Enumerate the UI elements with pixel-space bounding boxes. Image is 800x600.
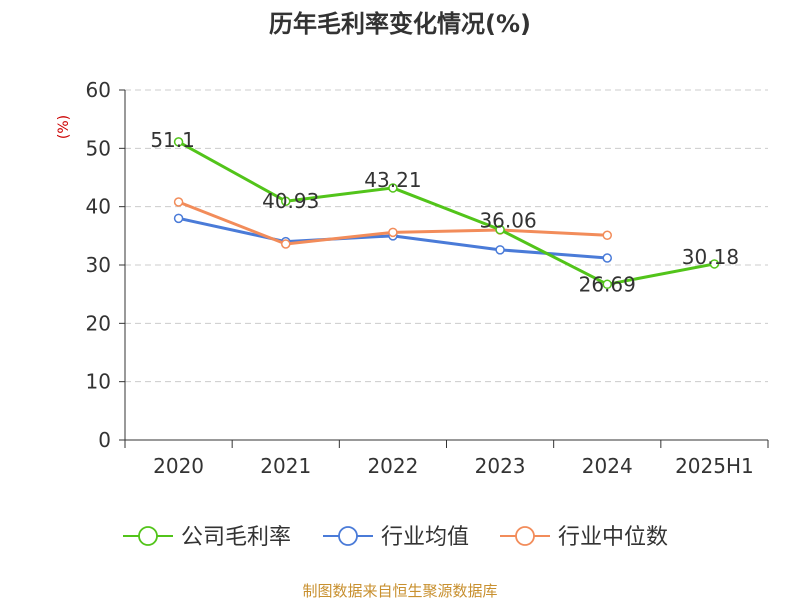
legend-label: 公司毛利率 <box>181 525 291 550</box>
x-tick-label: 2023 <box>475 454 526 478</box>
series-layer <box>173 137 720 290</box>
data-point <box>495 224 505 235</box>
data-point <box>602 253 612 263</box>
data-point <box>602 230 612 240</box>
data-point <box>388 183 398 193</box>
data-point <box>173 197 184 207</box>
y-tick-label: 30 <box>86 253 111 277</box>
legend-marker <box>338 526 358 546</box>
data-label: 43.21 <box>364 168 421 192</box>
y-tick-label: 50 <box>86 136 111 160</box>
data-label: 30.18 <box>682 245 739 269</box>
data-labels: 51.1 40.93 43.21 36.06 26.69 30.18 <box>150 128 739 296</box>
axes: 0 10 20 30 40 50 60 2020 2021 2022 2023 2024 2025H1 <box>86 78 769 478</box>
legend-marker <box>138 526 158 546</box>
y-axis-unit: (%) <box>56 115 72 139</box>
data-point <box>173 137 184 147</box>
chart-title: 历年毛利率变化情况(%) <box>269 10 531 38</box>
x-tick-label: 2020 <box>153 454 204 478</box>
data-point <box>173 213 184 224</box>
legend-marker <box>515 526 535 546</box>
legend: 公司毛利率 行业均值 行业中位数 <box>123 525 668 550</box>
data-label: 36.06 <box>479 209 536 233</box>
y-tick-label: 60 <box>86 78 111 102</box>
data-point <box>388 227 398 238</box>
grid-lines <box>125 89 768 383</box>
data-label: 26.69 <box>579 272 636 296</box>
data-point <box>495 245 505 255</box>
y-tick-label: 10 <box>86 370 111 394</box>
y-tick-label: 0 <box>98 428 111 452</box>
data-point <box>709 259 720 269</box>
x-tick-label: 2024 <box>582 454 633 478</box>
data-label: 51.1 <box>150 128 195 152</box>
data-point <box>602 279 612 290</box>
x-tick-label: 2025H1 <box>675 454 754 478</box>
y-tick-label: 40 <box>86 195 111 219</box>
legend-label: 行业均值 <box>381 525 469 550</box>
legend-label: 行业中位数 <box>558 525 668 550</box>
data-point <box>281 196 291 206</box>
y-tick-label: 20 <box>86 311 111 335</box>
series-line-0 <box>177 140 715 286</box>
x-tick-label: 2021 <box>260 454 311 478</box>
source-note: 制图数据来自恒生聚源数据库 <box>302 582 497 600</box>
x-tick-label: 2022 <box>367 454 418 478</box>
data-label: 40.93 <box>262 189 319 213</box>
data-point <box>281 239 291 249</box>
